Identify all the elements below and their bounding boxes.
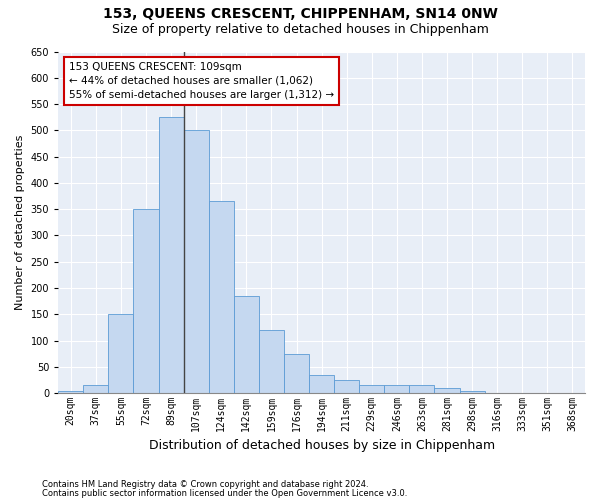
X-axis label: Distribution of detached houses by size in Chippenham: Distribution of detached houses by size …	[149, 440, 494, 452]
Bar	[385, 386, 409, 393]
Bar	[158, 117, 184, 393]
Bar	[234, 296, 259, 393]
Bar	[83, 386, 109, 393]
Text: Contains public sector information licensed under the Open Government Licence v3: Contains public sector information licen…	[42, 490, 407, 498]
Text: 153, QUEENS CRESCENT, CHIPPENHAM, SN14 0NW: 153, QUEENS CRESCENT, CHIPPENHAM, SN14 0…	[103, 8, 497, 22]
Bar	[434, 388, 460, 393]
Bar	[284, 354, 309, 393]
Y-axis label: Number of detached properties: Number of detached properties	[15, 134, 25, 310]
Bar	[460, 390, 485, 393]
Text: Contains HM Land Registry data © Crown copyright and database right 2024.: Contains HM Land Registry data © Crown c…	[42, 480, 368, 489]
Bar	[184, 130, 209, 393]
Bar	[133, 209, 158, 393]
Text: Size of property relative to detached houses in Chippenham: Size of property relative to detached ho…	[112, 22, 488, 36]
Text: 153 QUEENS CRESCENT: 109sqm
← 44% of detached houses are smaller (1,062)
55% of : 153 QUEENS CRESCENT: 109sqm ← 44% of det…	[69, 62, 334, 100]
Bar	[334, 380, 359, 393]
Bar	[309, 374, 334, 393]
Bar	[109, 314, 133, 393]
Bar	[209, 202, 234, 393]
Bar	[409, 386, 434, 393]
Bar	[259, 330, 284, 393]
Bar	[359, 386, 385, 393]
Bar	[58, 390, 83, 393]
